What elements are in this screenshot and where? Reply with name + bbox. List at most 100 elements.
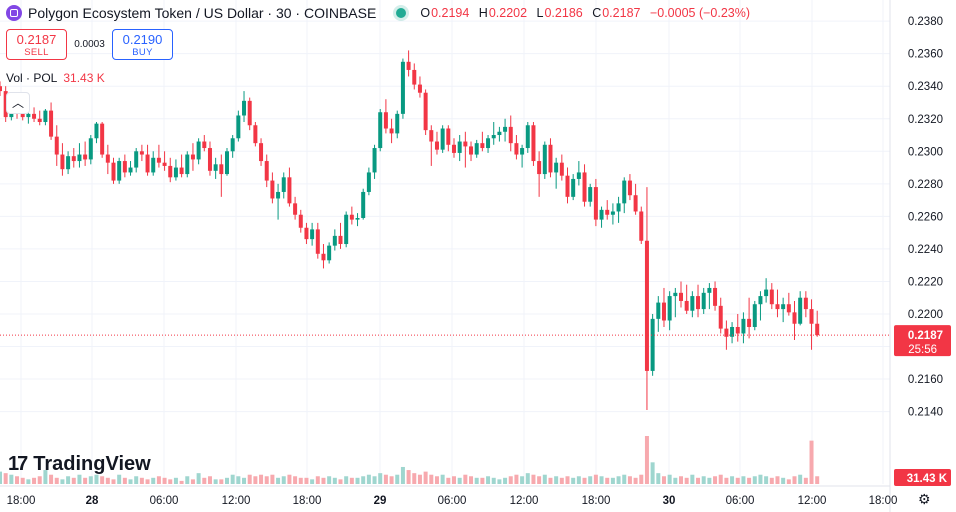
candle-body xyxy=(168,165,173,178)
candle-body xyxy=(117,161,122,181)
candle-body xyxy=(236,115,241,139)
volume-bar xyxy=(747,477,752,484)
candle-body xyxy=(139,151,144,155)
candle-body xyxy=(60,154,65,170)
candle-body xyxy=(707,287,712,293)
volume-bar xyxy=(491,477,496,484)
candle-body xyxy=(457,141,462,153)
volume-bar xyxy=(128,479,133,484)
volume-bar xyxy=(412,473,417,484)
volume-bar xyxy=(270,474,275,484)
candle-body xyxy=(713,287,718,306)
volume-bar xyxy=(650,462,655,484)
candle-body xyxy=(26,113,31,118)
volume-bar xyxy=(100,476,105,484)
volume-bar xyxy=(66,476,71,484)
sell-button[interactable]: 0.2187 SELL xyxy=(6,29,67,60)
tradingview-logo[interactable]: 17 TradingView xyxy=(8,453,151,476)
candle-body xyxy=(225,151,229,175)
volume-bar xyxy=(531,474,536,484)
last-price-tag xyxy=(894,325,951,357)
time-tick-label: 18:00 xyxy=(869,495,898,507)
volume-bar xyxy=(122,477,127,484)
volume-bar xyxy=(815,476,820,484)
candle-body xyxy=(219,164,224,175)
candle-body xyxy=(338,235,343,245)
volume-bar xyxy=(486,476,491,484)
time-tick-label: 18:00 xyxy=(7,495,36,507)
high-label: H xyxy=(478,6,488,20)
candle-body xyxy=(429,130,434,142)
volume-bar xyxy=(571,477,576,484)
candle-body xyxy=(213,164,218,171)
candle-body xyxy=(508,126,513,144)
candle-body xyxy=(412,69,417,85)
collapse-legend-button[interactable]: ︿ xyxy=(6,92,30,114)
time-tick-label: 12:00 xyxy=(222,495,251,507)
volume-bar xyxy=(559,477,564,484)
candle-body xyxy=(66,156,71,170)
volume-bar xyxy=(610,477,615,484)
candle-body xyxy=(276,191,281,199)
candle-body xyxy=(406,61,411,70)
volume-bar xyxy=(735,477,740,484)
volume-bar xyxy=(497,479,502,484)
candle-body xyxy=(769,289,774,305)
candle-body xyxy=(293,203,298,215)
candle-body xyxy=(32,113,37,119)
settings-icon[interactable]: ⚙ xyxy=(918,491,931,507)
candle-body xyxy=(423,92,428,131)
volume-bar xyxy=(786,479,791,484)
candle-body xyxy=(474,143,479,155)
candle-body xyxy=(207,148,212,171)
volume-bar xyxy=(389,476,394,484)
volume-bar xyxy=(259,474,264,484)
volume-bar xyxy=(298,477,303,484)
candle-body xyxy=(520,148,525,155)
volume-bar xyxy=(679,476,683,484)
price-tick-label: 0.2360 xyxy=(908,49,943,61)
volume-bar xyxy=(644,436,649,484)
candle-body xyxy=(100,123,105,155)
candle-body xyxy=(503,126,508,132)
high-value: 0.2202 xyxy=(488,6,528,20)
candle-body xyxy=(179,167,184,175)
candle-body xyxy=(809,309,814,324)
volume-bar xyxy=(758,474,763,484)
volume-bar xyxy=(253,476,258,484)
volume-bar xyxy=(162,477,167,484)
candle-body xyxy=(440,128,445,150)
symbol-title[interactable]: Polygon Ecosystem Token / US Dollar · 30… xyxy=(28,5,377,21)
volume-bar xyxy=(707,477,712,484)
candle-body xyxy=(20,113,25,118)
volume-bar xyxy=(423,471,428,484)
candle-body xyxy=(185,154,190,175)
volume-bar xyxy=(440,474,445,484)
volume-bar xyxy=(60,479,65,484)
candle-body xyxy=(656,302,661,319)
price-tick-label: 0.2280 xyxy=(908,179,943,191)
candle-body xyxy=(315,229,320,254)
candle-body xyxy=(559,162,564,176)
sell-price: 0.2187 xyxy=(16,32,57,47)
volume-bar xyxy=(633,477,638,484)
volume-bar xyxy=(179,480,184,484)
candle-body xyxy=(349,214,354,220)
candle-body xyxy=(122,161,127,173)
volume-bar xyxy=(627,476,632,484)
low-value: 0.2186 xyxy=(544,6,583,20)
buy-button[interactable]: 0.2190 BUY xyxy=(112,29,173,60)
volume-bar xyxy=(684,477,689,484)
volume-bar xyxy=(446,477,451,484)
candle-body xyxy=(554,162,559,173)
volume-bar xyxy=(537,476,542,484)
volume-legend[interactable]: Vol · POL 31.43 K xyxy=(6,71,105,85)
candle-body xyxy=(644,240,649,371)
candle-body xyxy=(134,151,139,168)
candle-body xyxy=(417,84,422,93)
time-tick-label: 18:00 xyxy=(582,495,611,507)
candle-body xyxy=(3,91,8,118)
volume-bar xyxy=(83,477,88,484)
